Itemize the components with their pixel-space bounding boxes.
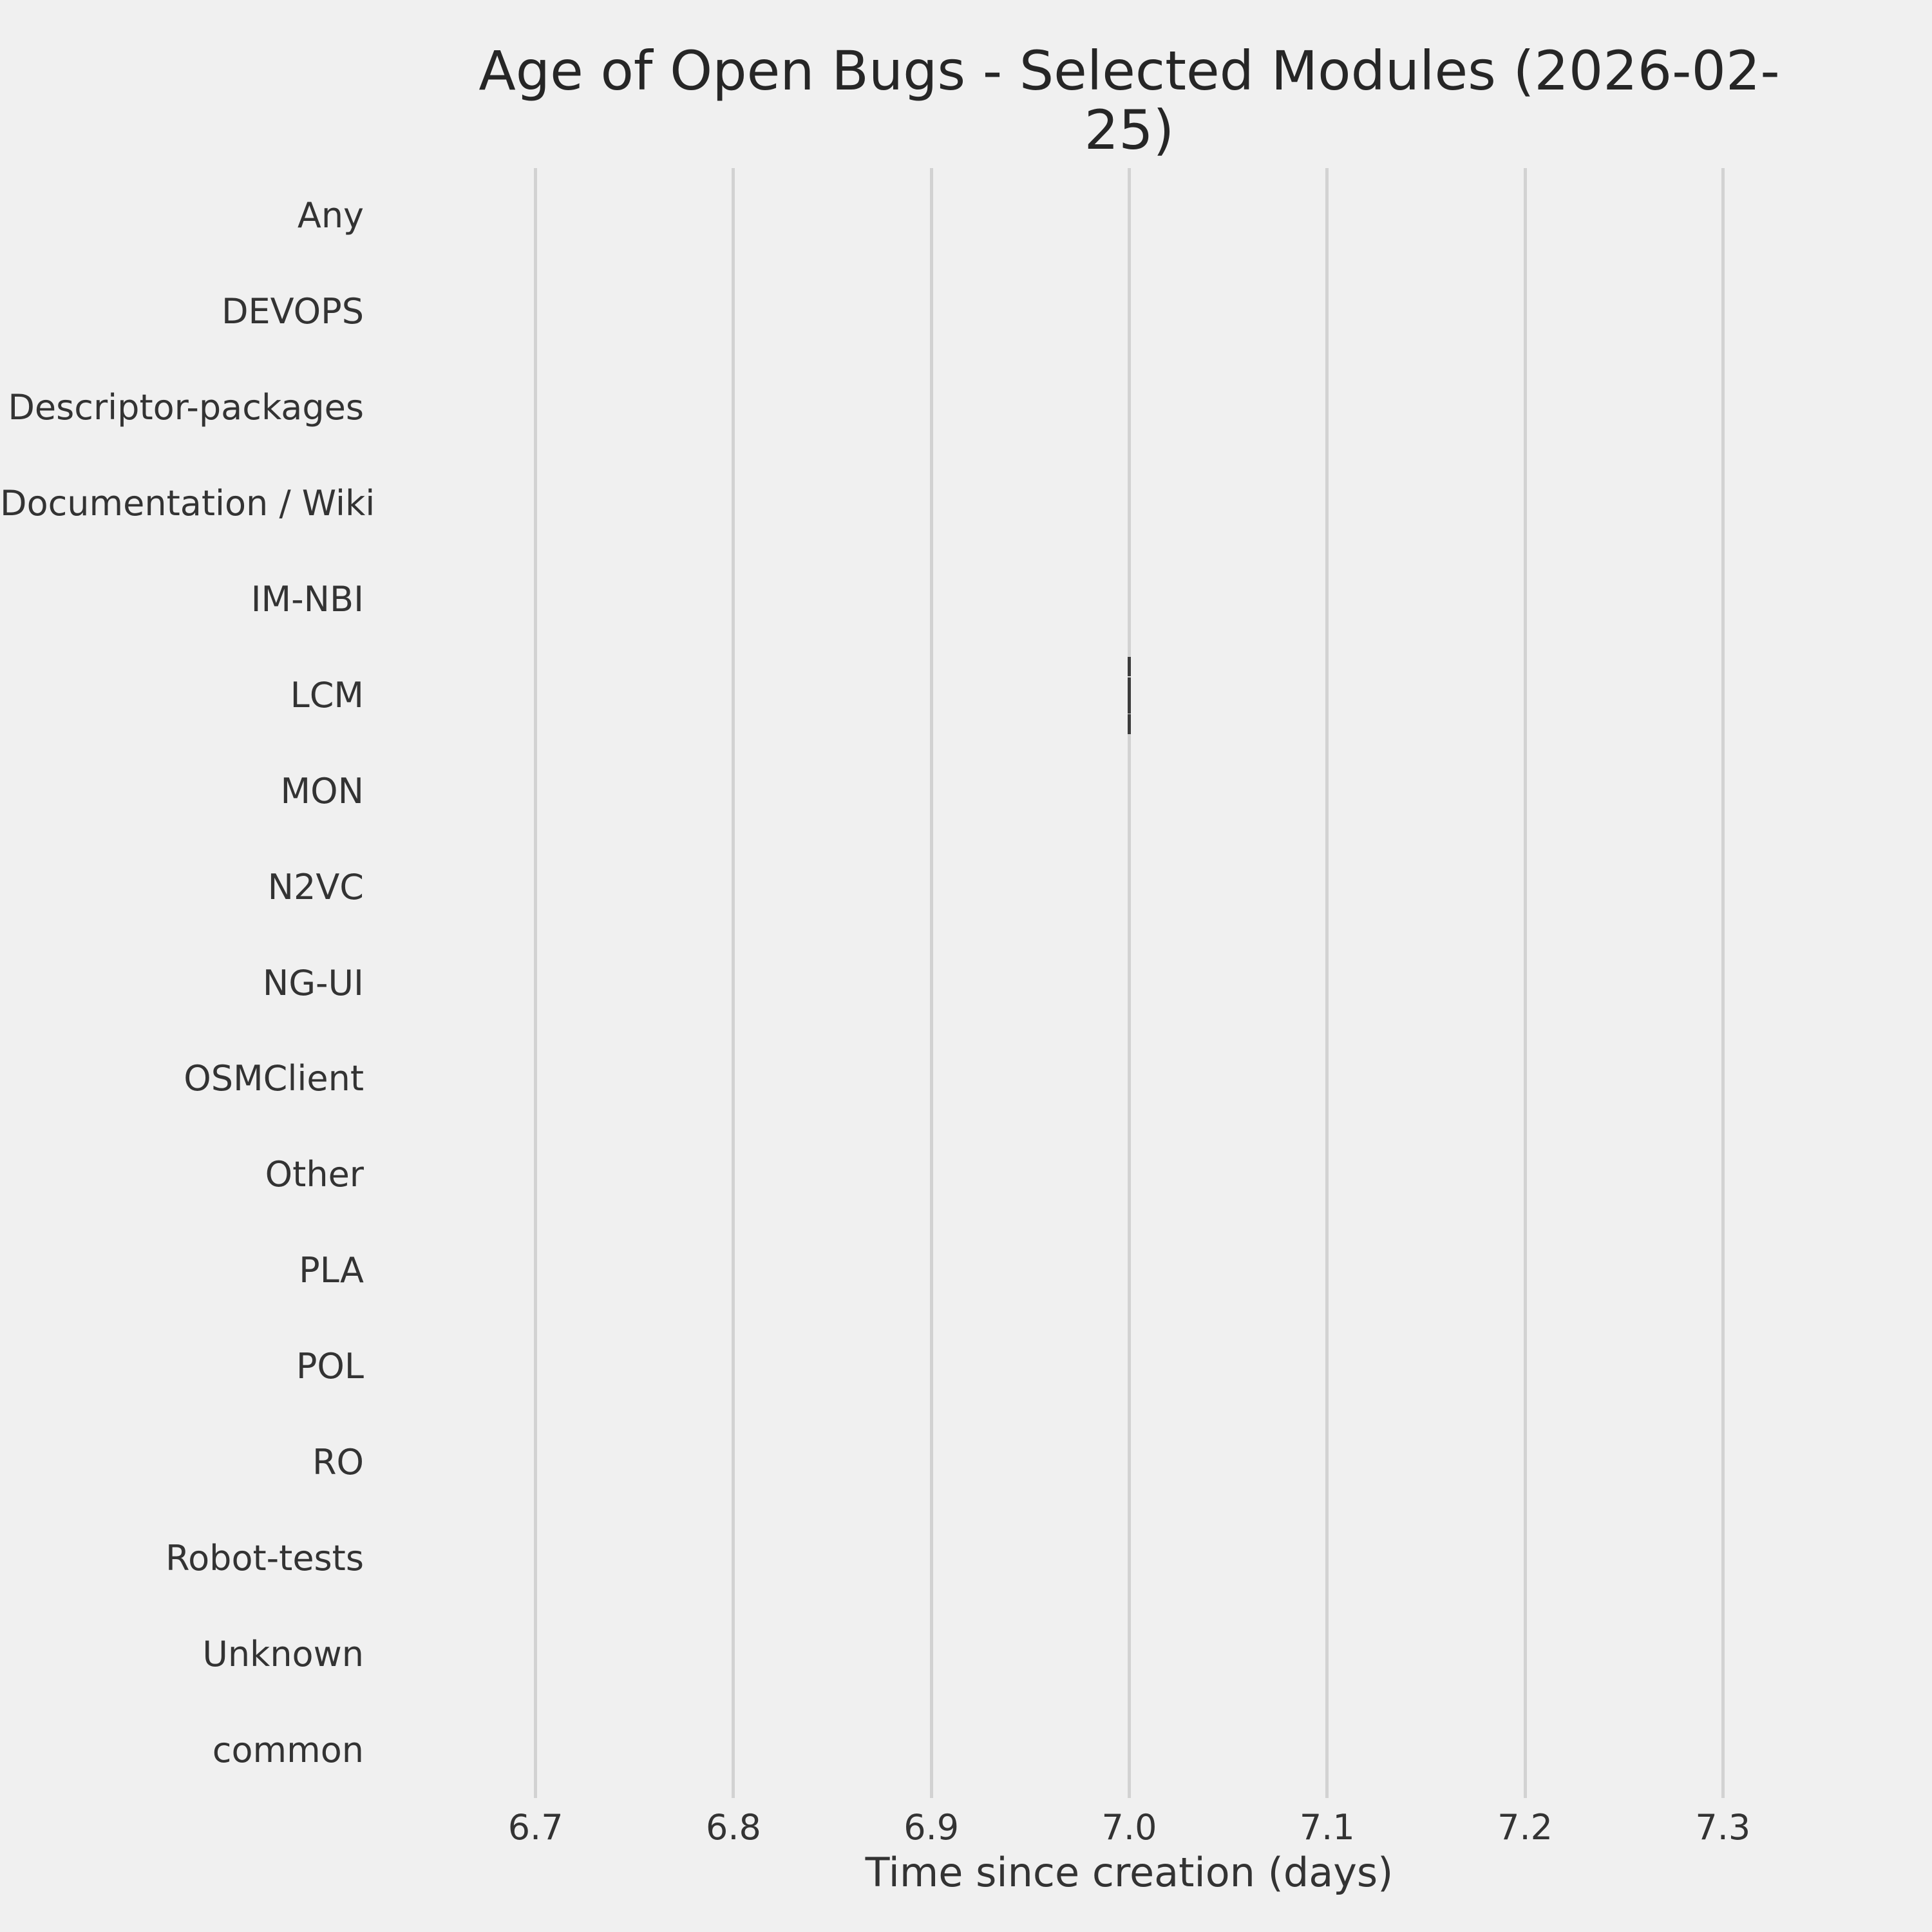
gridline-x-7.0 bbox=[1128, 168, 1131, 1798]
x-tick-label-6.8: 6.8 bbox=[705, 1807, 761, 1848]
boxplot-mark-lcm-seg2 bbox=[1128, 677, 1131, 714]
x-axis-label: Time since creation (days) bbox=[865, 1849, 1394, 1896]
gridline-x-6.8 bbox=[732, 168, 735, 1798]
gridline-x-7.3 bbox=[1721, 168, 1725, 1798]
y-axis-label-unknown: Unknown bbox=[202, 1633, 364, 1674]
y-axis-label-devops: DEVOPS bbox=[221, 291, 364, 332]
y-axis-label-ro: RO bbox=[312, 1441, 364, 1482]
y-axis-label-ng-ui: NG-UI bbox=[262, 962, 364, 1003]
y-axis-label-im-nbi: IM-NBI bbox=[251, 578, 364, 620]
y-axis-label-n2vc: N2VC bbox=[267, 866, 364, 907]
y-axis-label-documentation-wiki: Documentation / Wiki bbox=[0, 483, 375, 524]
boxplot-mark-lcm-seg1 bbox=[1128, 656, 1131, 677]
y-axis-label-pla: PLA bbox=[299, 1250, 364, 1291]
boxplot-mark-lcm-seg3 bbox=[1128, 714, 1131, 734]
x-tick-label-6.7: 6.7 bbox=[507, 1807, 564, 1848]
y-axis-label-pol: POL bbox=[296, 1346, 364, 1387]
x-tick-label-7.2: 7.2 bbox=[1497, 1807, 1553, 1848]
y-axis-label-other: Other bbox=[265, 1154, 364, 1195]
y-axis-label-mon: MON bbox=[280, 770, 365, 811]
gridline-x-6.9 bbox=[929, 168, 933, 1798]
gridline-x-7.1 bbox=[1325, 168, 1329, 1798]
chart-title: Age of Open Bugs - Selected Modules (202… bbox=[478, 39, 1780, 162]
y-axis-label-common: common bbox=[212, 1729, 364, 1770]
x-tick-label-6.9: 6.9 bbox=[904, 1807, 960, 1848]
y-axis-label-lcm: LCM bbox=[290, 674, 364, 715]
gridline-x-7.2 bbox=[1523, 168, 1527, 1798]
x-tick-label-7.1: 7.1 bbox=[1299, 1807, 1355, 1848]
y-axis-label-descriptor-packages: Descriptor-packages bbox=[8, 387, 364, 428]
y-axis-label-any: Any bbox=[297, 195, 364, 236]
y-axis-label-osmclient: OSMClient bbox=[184, 1058, 364, 1099]
plot-area bbox=[437, 168, 1822, 1798]
y-axis-label-robot-tests: Robot-tests bbox=[166, 1537, 364, 1578]
gridline-x-6.7 bbox=[534, 168, 538, 1798]
x-tick-label-7.0: 7.0 bbox=[1101, 1807, 1157, 1848]
x-tick-label-7.3: 7.3 bbox=[1695, 1807, 1751, 1848]
